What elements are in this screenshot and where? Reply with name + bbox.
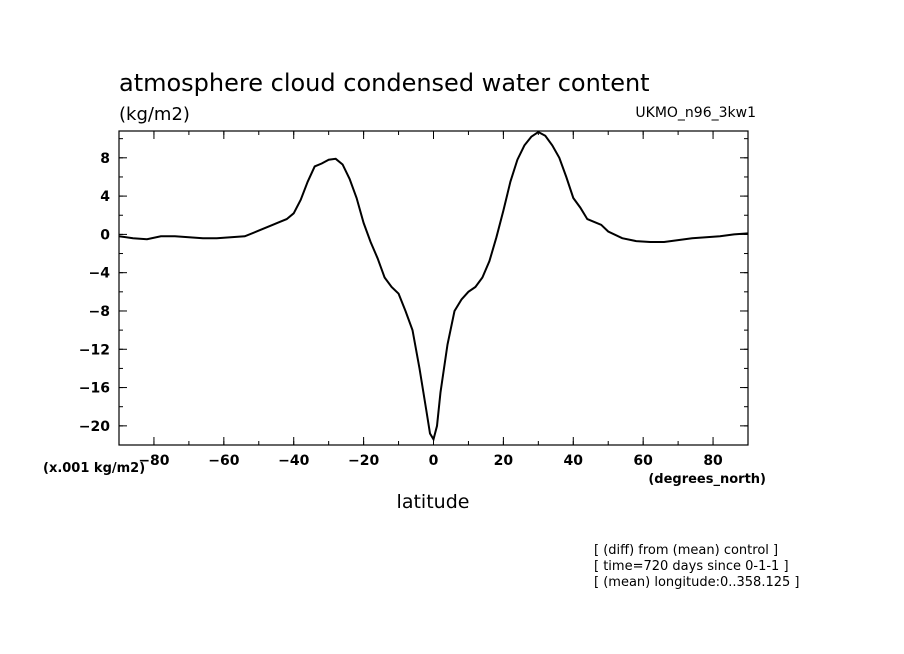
y-tick-label: −12 — [79, 342, 110, 358]
plot-frame — [118, 130, 749, 446]
y-tick-label: −20 — [79, 419, 110, 435]
x-tick-label: 60 — [633, 453, 653, 469]
x-tick-label: 40 — [564, 453, 584, 469]
note-longitude: [ (mean) longitude:0..358.125 ] — [594, 575, 799, 590]
axis-ticks — [118, 131, 749, 446]
series-line — [118, 130, 749, 442]
x-axis-label: latitude — [397, 491, 470, 513]
y-tick-label: 8 — [100, 151, 110, 167]
x-tick-label: −60 — [208, 453, 239, 469]
x-tick-label: −20 — [348, 453, 379, 469]
x-tick-label: −40 — [278, 453, 309, 469]
chart-units: (kg/m2) — [119, 104, 190, 125]
y-scale-note: (x.001 kg/m2) — [43, 461, 145, 476]
note-time: [ time=720 days since 0-1-1 ] — [594, 559, 789, 574]
x-axis-units: (degrees_north) — [648, 472, 766, 487]
y-tick-label: −4 — [89, 266, 111, 282]
note-diff: [ (diff) from (mean) control ] — [594, 543, 778, 558]
x-tick-label: 20 — [494, 453, 514, 469]
chart-title: atmosphere cloud condensed water content — [119, 69, 650, 97]
model-name: UKMO_n96_3kw1 — [635, 105, 756, 121]
y-tick-label: −16 — [79, 381, 110, 397]
y-tick-label: 4 — [100, 189, 110, 205]
x-tick-label: −80 — [138, 453, 169, 469]
y-tick-label: 0 — [100, 227, 110, 243]
x-tick-label: 0 — [429, 453, 439, 469]
x-tick-label: 80 — [703, 453, 723, 469]
y-tick-label: −8 — [89, 304, 110, 320]
